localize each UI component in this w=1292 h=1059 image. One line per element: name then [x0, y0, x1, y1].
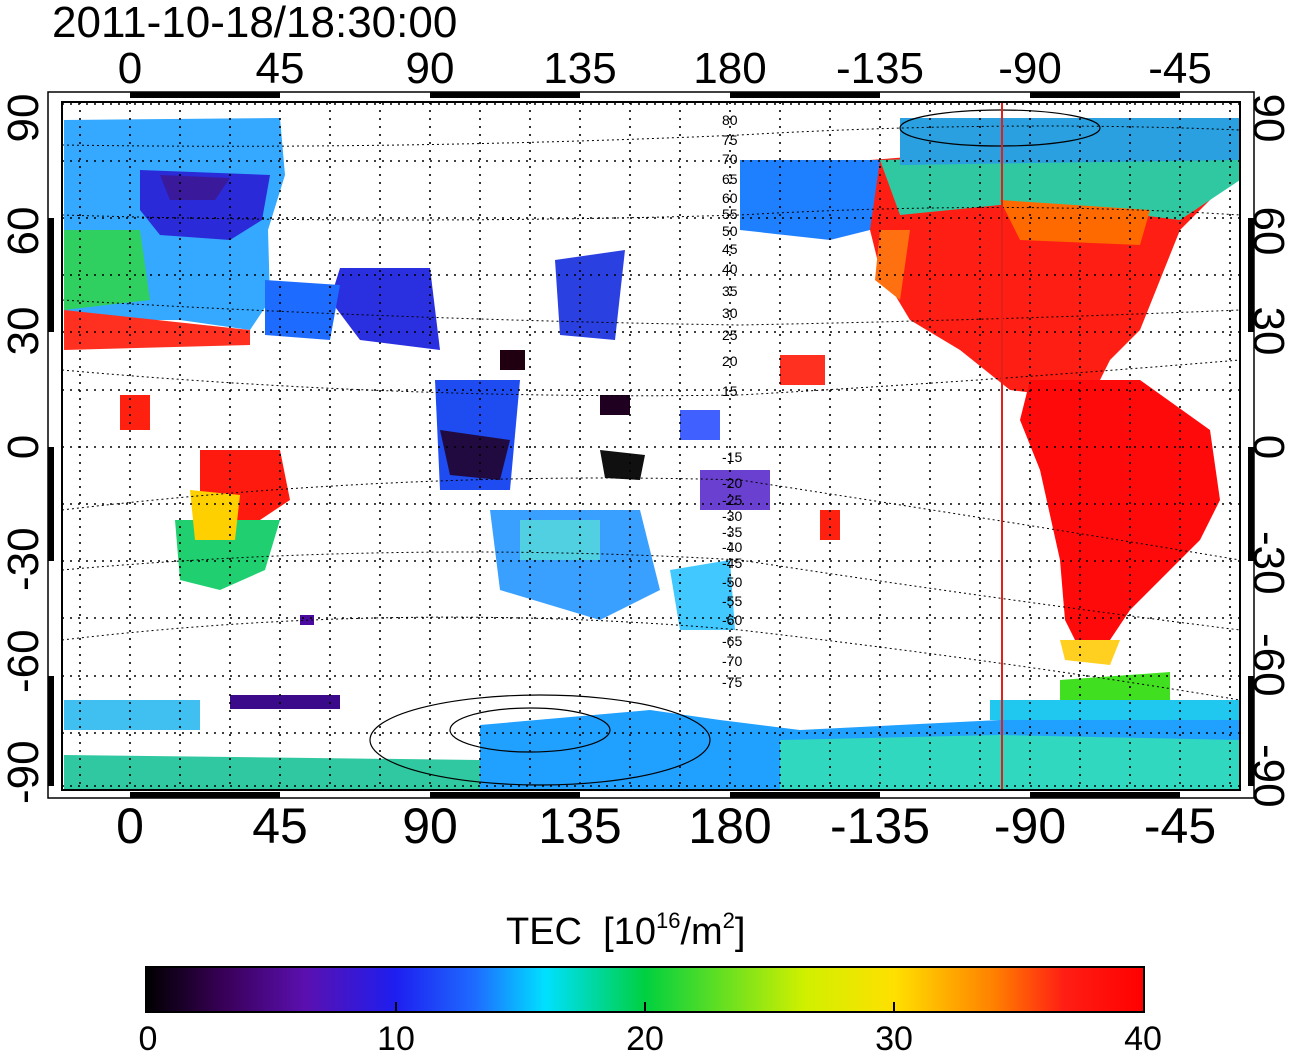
colorbar-unit-exp2: 2	[722, 908, 735, 933]
lon-tick-top-0: 0	[117, 44, 143, 93]
mlat-label-19: -40	[722, 539, 742, 555]
mlat-label-1: 75	[722, 132, 738, 148]
lon-tick-bottom-0: 0	[116, 798, 144, 854]
mlat-label-0: 80	[722, 112, 738, 128]
tec-data-layer	[64, 118, 1240, 790]
magnetic-contours	[61, 125, 1241, 701]
lat-tick-left-0: 90	[0, 93, 48, 143]
mlat-label-3: 65	[722, 171, 738, 187]
mlat-label-13: 15	[722, 383, 738, 399]
tec-region-south-america	[1020, 380, 1220, 650]
lon-tick-bottom-2: 90	[402, 798, 458, 854]
colorbar-ticks	[395, 1002, 895, 1012]
frame-tick-bars	[48, 92, 1254, 798]
lon-tick-bottom-7: -45	[1143, 798, 1217, 854]
lat-tick-right-1: 60	[1244, 206, 1292, 256]
mlat-label-9: 35	[722, 283, 738, 299]
mlat-label-24: -65	[722, 633, 742, 649]
lon-tick-top-4: 180	[693, 44, 767, 93]
lon-tick-bottom-3: 135	[538, 798, 622, 854]
mlat-label-10: 30	[722, 305, 738, 321]
lon-tick-bottom-4: 180	[688, 798, 772, 854]
mlat-label-7: 45	[722, 241, 738, 257]
lat-tick-right-5: -60	[1244, 633, 1292, 697]
lat-tick-left-3: 0	[0, 434, 48, 460]
mlat-label-11: 25	[722, 327, 738, 343]
mlat-label-22: -55	[722, 593, 742, 609]
lon-tick-bottom-6: -90	[993, 798, 1067, 854]
lat-tick-right-4: -30	[1244, 531, 1292, 595]
mlat-label-6: 50	[722, 223, 738, 239]
mlat-label-5: 55	[722, 206, 738, 222]
lon-tick-top-2: 90	[405, 44, 455, 93]
mlat-label-21: -50	[722, 574, 742, 590]
graticule	[62, 102, 1240, 790]
map-title: 2011-10-18/18:30:00	[52, 0, 458, 47]
colorbar-tick-2: 20	[626, 1020, 664, 1058]
lon-tick-top-6: -90	[998, 44, 1062, 93]
lon-tick-top-5: -135	[835, 44, 925, 93]
mlat-label-26: -75	[722, 674, 742, 690]
mlat-label-4: 60	[722, 190, 738, 206]
mlat-label-8: 40	[722, 261, 738, 277]
colorbar-unit-base: [10	[603, 911, 656, 953]
mlat-label-14: -15	[722, 449, 742, 465]
colorbar-unit-mid: /m	[680, 911, 723, 953]
mlat-label-23: -60	[722, 612, 742, 628]
lat-tick-left-6: -90	[0, 740, 48, 804]
lat-tick-left-5: -60	[0, 629, 48, 693]
colorbar-unit-exp: 16	[655, 908, 681, 933]
magnetic-pole-contours	[369, 109, 1101, 786]
map-frame	[61, 101, 1241, 791]
mlat-label-16: -25	[722, 492, 742, 508]
lat-tick-right-6: -90	[1244, 744, 1292, 808]
mlat-label-20: -45	[722, 555, 742, 571]
lon-tick-top-7: -45	[1148, 44, 1212, 93]
lon-tick-top-1: 45	[255, 44, 305, 93]
colorbar-tick-1: 10	[377, 1020, 415, 1058]
colorbar-title-text: TEC	[506, 911, 582, 953]
mlat-label-2: 70	[722, 151, 738, 167]
lon-tick-bottom-1: 45	[252, 798, 308, 854]
lat-tick-left-4: -30	[0, 527, 48, 591]
mlat-label-12: 20	[722, 353, 738, 369]
lat-tick-right-2: 30	[1244, 306, 1292, 356]
colorbar-unit-end: ]	[734, 911, 746, 953]
colorbar-tick-4: 40	[1124, 1020, 1162, 1058]
colorbar-title: TEC [1016/m2]	[506, 908, 745, 954]
lat-tick-right-3: 0	[1244, 434, 1292, 460]
mlat-label-17: -30	[722, 508, 742, 524]
colorbar-tick-3: 30	[875, 1020, 913, 1058]
lat-tick-left-1: 60	[0, 206, 48, 256]
lat-tick-right-0: 90	[1244, 93, 1292, 143]
lat-tick-left-2: 30	[0, 306, 48, 356]
mlat-label-25: -70	[722, 653, 742, 669]
mlat-label-15: -20	[722, 475, 742, 491]
lon-tick-bottom-5: -135	[829, 798, 931, 854]
mlat-label-18: -35	[722, 524, 742, 540]
lon-tick-top-3: 135	[543, 44, 617, 93]
colorbar-tick-0: 0	[138, 1020, 158, 1058]
